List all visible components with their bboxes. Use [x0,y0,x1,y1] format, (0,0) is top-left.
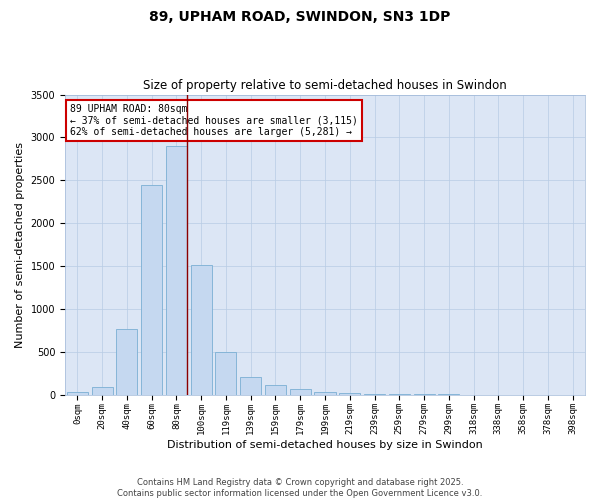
Bar [265,385,286,394]
Bar [191,265,212,394]
Title: Size of property relative to semi-detached houses in Swindon: Size of property relative to semi-detach… [143,79,507,92]
X-axis label: Distribution of semi-detached houses by size in Swindon: Distribution of semi-detached houses by … [167,440,483,450]
Text: 89 UPHAM ROAD: 80sqm
← 37% of semi-detached houses are smaller (3,115)
62% of se: 89 UPHAM ROAD: 80sqm ← 37% of semi-detac… [70,104,358,137]
Bar [92,387,113,394]
Y-axis label: Number of semi-detached properties: Number of semi-detached properties [15,142,25,348]
Bar [290,390,311,394]
Bar [141,184,162,394]
Bar [215,352,236,395]
Bar [166,146,187,394]
Bar [314,392,335,394]
Bar [67,392,88,394]
Bar [240,376,261,394]
Bar [116,330,137,394]
Text: 89, UPHAM ROAD, SWINDON, SN3 1DP: 89, UPHAM ROAD, SWINDON, SN3 1DP [149,10,451,24]
Text: Contains HM Land Registry data © Crown copyright and database right 2025.
Contai: Contains HM Land Registry data © Crown c… [118,478,482,498]
